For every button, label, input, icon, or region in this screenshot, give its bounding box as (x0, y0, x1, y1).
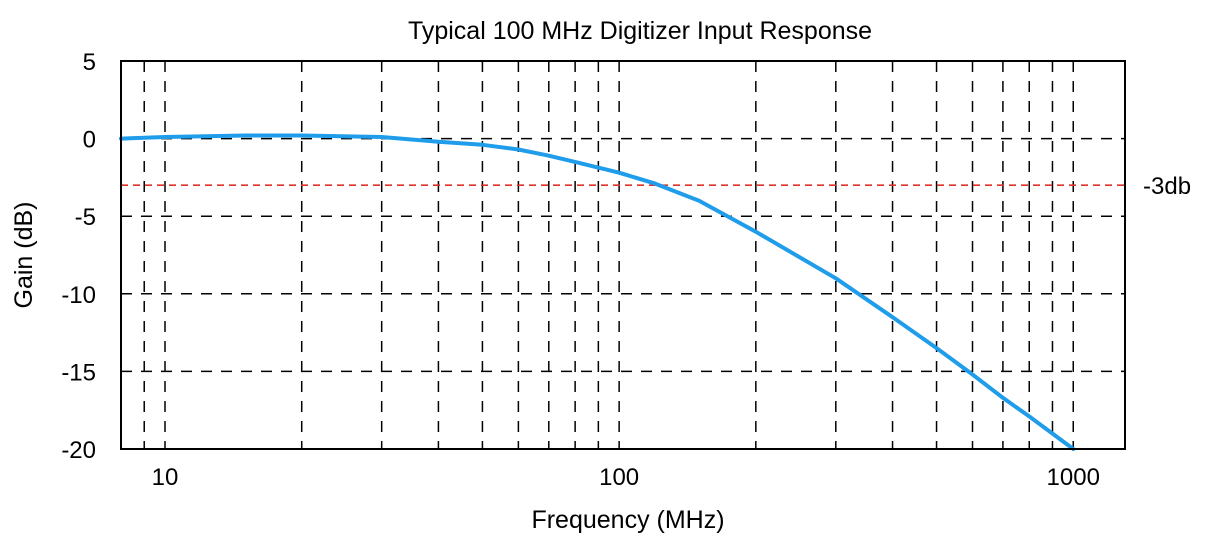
x-tick-labels: 10 100 1000 (152, 464, 1100, 491)
horizontal-gridlines (121, 137, 1125, 373)
vertical-gridlines (143, 61, 1075, 449)
x-tick-label: 1000 (1047, 464, 1100, 491)
y-tick-label: -20 (61, 437, 96, 464)
y-axis-label: Gain (dB) (10, 202, 38, 309)
y-tick-label: 5 (83, 49, 96, 76)
series-line (119, 133, 1076, 451)
y-tick-label: 0 (83, 127, 96, 154)
x-axis-label: Frequency (MHz) (531, 506, 724, 534)
x-tick-label: 100 (599, 464, 639, 491)
plot-frame (120, 60, 1126, 450)
y-tick-label: -15 (61, 359, 96, 386)
y-tick-label: -10 (61, 282, 96, 309)
y-tick-labels: 5 0 -5 -10 -15 -20 (61, 49, 96, 464)
reference-line-label: -3db (1143, 173, 1191, 200)
series-group (119, 133, 1076, 451)
x-tick-label: 10 (152, 464, 179, 491)
y-tick-label: -5 (75, 204, 96, 231)
chart-title: Typical 100 MHz Digitizer Input Response (408, 17, 872, 45)
